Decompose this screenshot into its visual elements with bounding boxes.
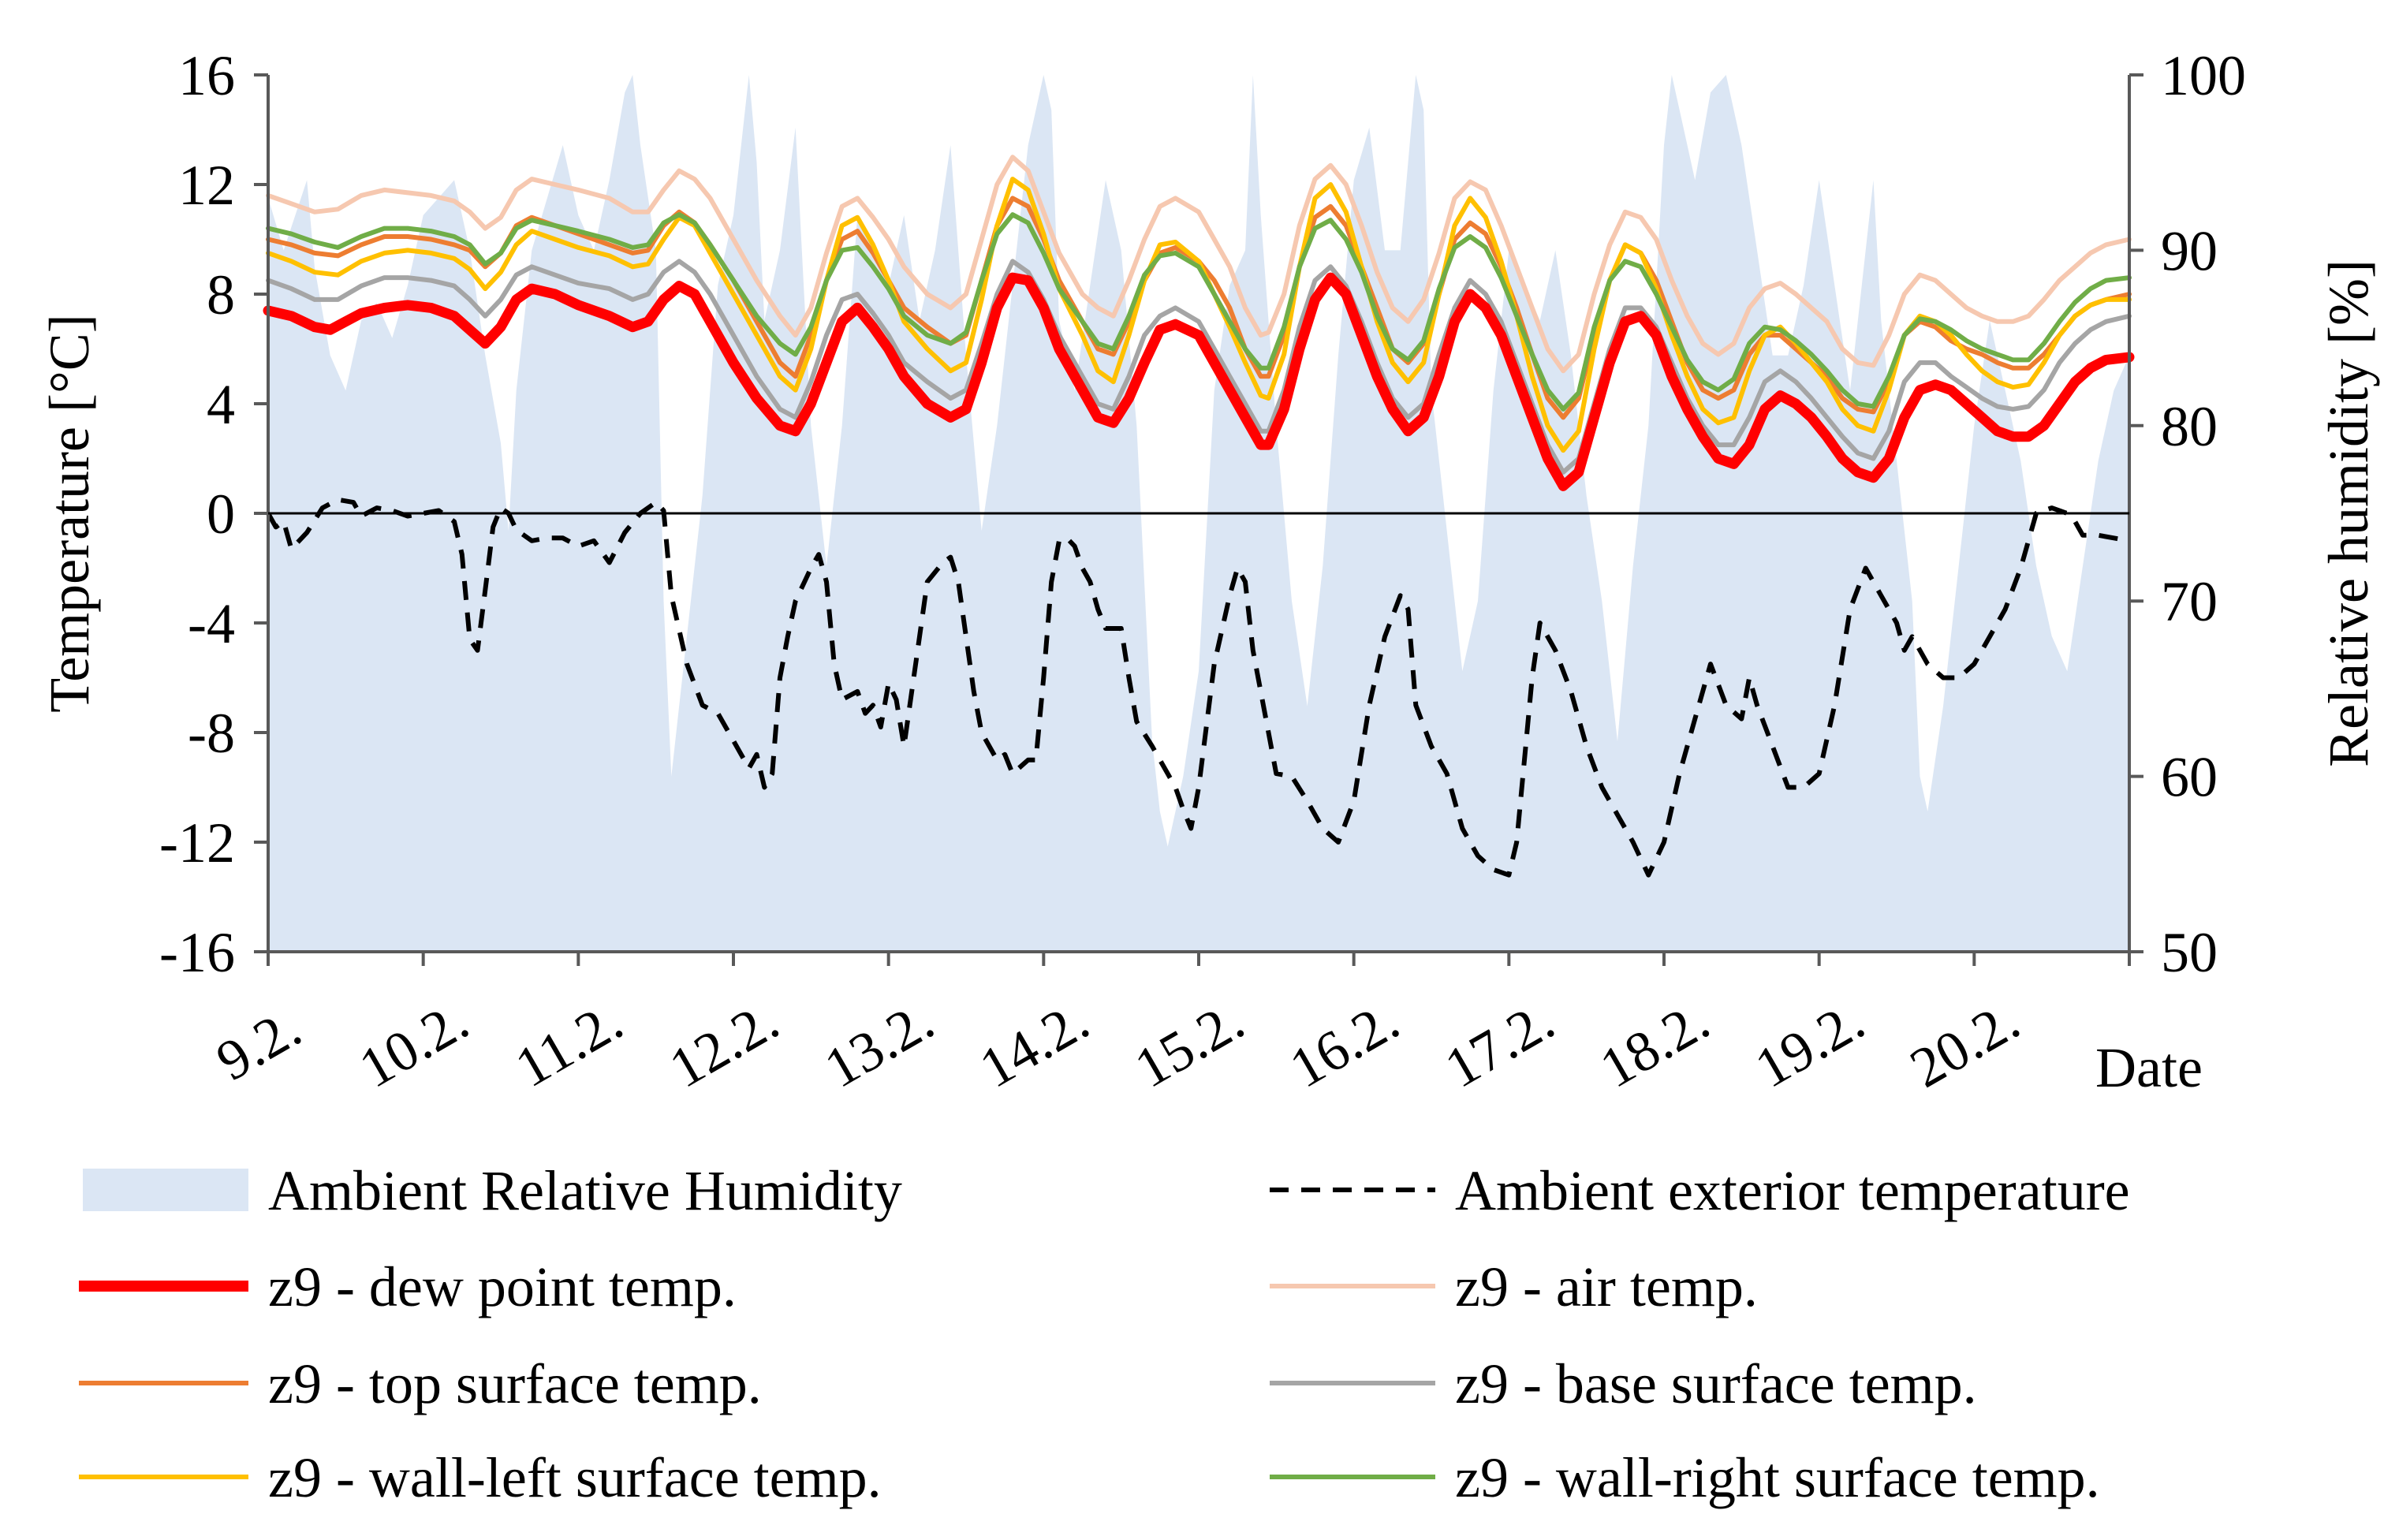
y-left-axis-title: Temperature [°C] <box>38 314 101 713</box>
y-right-tick-label: 70 <box>2161 570 2218 633</box>
y-left-tick-label: 12 <box>178 154 235 217</box>
dew-point-temperature-line <box>263 272 2135 491</box>
y-right-tick-label: 50 <box>2161 921 2218 984</box>
legend-label-dew: z9 - dew point temp. <box>268 1255 737 1318</box>
legend-label-top: z9 - top surface temp. <box>268 1352 762 1415</box>
y-right-tick-label: 80 <box>2161 395 2218 458</box>
x-tick-label: 14.2. <box>969 989 1099 1100</box>
x-tick-label: 19.2. <box>1744 989 1875 1100</box>
air-temperature-line <box>266 155 2132 374</box>
wall-left-surface-temperature-line <box>266 177 2132 453</box>
x-tick-label: 16.2. <box>1279 989 1409 1100</box>
y-right-tick-label: 60 <box>2161 746 2218 809</box>
legend-label-humidity: Ambient Relative Humidity <box>268 1159 902 1222</box>
y-left-tick-label: 4 <box>207 373 235 436</box>
x-tick-label: 11.2. <box>505 989 632 1099</box>
legend-label-exterior: Ambient exterior temperature <box>1455 1159 2130 1222</box>
y-right-tick-label: 100 <box>2161 44 2246 107</box>
plot-area <box>263 75 2135 952</box>
y-right-tick-label: 90 <box>2161 219 2218 282</box>
x-tick-label: 15.2. <box>1125 989 1255 1100</box>
y-left-tick-label: -12 <box>159 811 235 874</box>
y-left-tick-label: -4 <box>188 592 235 655</box>
y-left-tick-label: -16 <box>159 921 235 984</box>
top-surface-temperature-line <box>266 196 2132 420</box>
legend-label-wall-right: z9 - wall-right surface temp. <box>1455 1446 2100 1509</box>
legend-swatch-humidity <box>83 1169 248 1211</box>
legend-label-base: z9 - base surface temp. <box>1455 1352 1977 1415</box>
x-tick-label: 18.2. <box>1590 989 1720 1100</box>
x-tick-label: 12.2. <box>659 989 789 1100</box>
legend-label-air: z9 - air temp. <box>1455 1255 1758 1318</box>
y-left-tick-label: 8 <box>207 263 235 326</box>
x-axis-title: Date <box>2095 1036 2203 1099</box>
x-tick-label: 10.2. <box>349 989 479 1100</box>
x-tick-label: 20.2. <box>1900 989 2030 1100</box>
y-left-tick-label: -8 <box>188 702 235 765</box>
x-tick-label: 17.2. <box>1435 989 1565 1100</box>
x-tick-label: 13.2. <box>814 989 944 1100</box>
wall-right-surface-temperature-line <box>266 212 2132 412</box>
base-surface-temperature-line <box>266 259 2132 475</box>
x-tick-label: 9.2. <box>206 996 312 1093</box>
legend: Ambient Relative Humidity Ambient exteri… <box>79 1159 2130 1509</box>
y-left-tick-label: 16 <box>178 44 235 107</box>
legend-label-wall-left: z9 - wall-left surface temp. <box>268 1446 882 1509</box>
y-left-tick-label: 0 <box>207 483 235 546</box>
y-right-axis-title: Relative humidity [%] <box>2317 259 2380 767</box>
